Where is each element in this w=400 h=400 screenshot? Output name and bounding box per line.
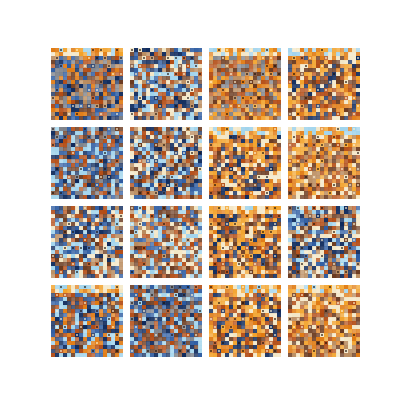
sample-image-pixels xyxy=(130,285,202,357)
sample-image-pixels xyxy=(209,285,281,357)
sample-image xyxy=(288,285,360,357)
sample-image xyxy=(130,285,202,357)
sample-image xyxy=(130,206,202,278)
sample-image-pixels xyxy=(130,48,202,120)
sample-image-pixels xyxy=(209,206,281,278)
sample-image xyxy=(209,127,281,199)
sample-image-pixels xyxy=(288,48,360,120)
sample-image-pixels xyxy=(288,206,360,278)
sample-image-pixels xyxy=(51,127,123,199)
sample-image xyxy=(288,127,360,199)
sample-image xyxy=(209,206,281,278)
sample-image-pixels xyxy=(51,48,123,120)
sample-image xyxy=(130,48,202,120)
sample-image xyxy=(51,285,123,357)
sample-image-pixels xyxy=(130,127,202,199)
sample-image-pixels xyxy=(288,285,360,357)
sample-image xyxy=(51,48,123,120)
sample-image xyxy=(209,285,281,357)
sample-image-pixels xyxy=(51,206,123,278)
sample-image xyxy=(51,206,123,278)
sample-image xyxy=(288,48,360,120)
sample-image xyxy=(130,127,202,199)
sample-image-pixels xyxy=(288,127,360,199)
sample-image xyxy=(51,127,123,199)
sample-image-pixels xyxy=(51,285,123,357)
sample-image-pixels xyxy=(130,206,202,278)
sample-image xyxy=(209,48,281,120)
sample-image-pixels xyxy=(209,127,281,199)
sample-image-pixels xyxy=(209,48,281,120)
sample-image xyxy=(288,206,360,278)
